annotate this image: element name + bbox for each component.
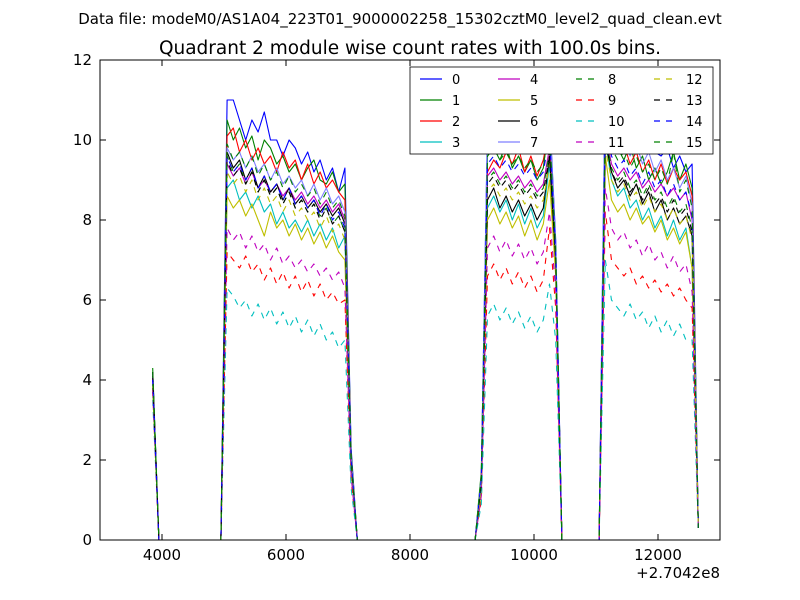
series-line-15 [152, 111, 699, 540]
plot-area: 4000 6000 8000 10000 12000024681012012345678… [73, 51, 721, 564]
series-line-11 [152, 187, 699, 540]
figure-suptitle: Data file: modeM0/AS1A04_223T01_90000022… [78, 10, 722, 29]
legend-label-7: 7 [530, 136, 538, 151]
series-line-12 [152, 147, 699, 540]
x-tick-label: 10000 [510, 546, 558, 564]
y-tick-label: 10 [73, 131, 92, 149]
chart-title: Quadrant 2 module wise count rates with … [159, 38, 661, 59]
y-tick-label: 4 [82, 371, 92, 389]
x-offset-label: +2.7042e8 [636, 564, 720, 582]
legend-label-1: 1 [452, 94, 460, 109]
legend-label-15: 15 [686, 136, 703, 151]
legend-label-6: 6 [530, 115, 538, 130]
legend-box [409, 66, 714, 155]
x-tick-label: 6000 [267, 546, 305, 564]
legend-label-12: 12 [686, 73, 703, 88]
y-tick-label: 2 [82, 451, 92, 469]
legend-label-8: 8 [608, 73, 616, 88]
y-tick-label: 8 [82, 211, 92, 229]
series-line-10 [152, 259, 699, 540]
series-line-9 [152, 211, 699, 540]
y-tick-label: 6 [82, 291, 92, 309]
legend-label-0: 0 [452, 73, 460, 88]
legend-label-14: 14 [686, 115, 703, 130]
y-tick-label: 12 [73, 51, 92, 69]
legend-label-10: 10 [608, 115, 625, 130]
series-line-3 [152, 139, 699, 540]
legend-label-9: 9 [608, 94, 616, 109]
legend-label-11: 11 [608, 136, 625, 151]
x-tick-label: 8000 [391, 546, 429, 564]
legend-label-3: 3 [452, 136, 460, 151]
series-line-13 [152, 139, 699, 540]
x-tick-label: 4000 [143, 546, 181, 564]
series-line-6 [152, 139, 699, 540]
legend-label-2: 2 [452, 115, 460, 130]
series-line-8 [152, 135, 699, 540]
series-line-5 [152, 155, 699, 540]
legend-label-13: 13 [686, 94, 703, 109]
y-tick-label: 0 [82, 531, 92, 549]
legend-label-5: 5 [530, 94, 538, 109]
legend-label-4: 4 [530, 73, 538, 88]
x-tick-label: 12000 [634, 546, 682, 564]
